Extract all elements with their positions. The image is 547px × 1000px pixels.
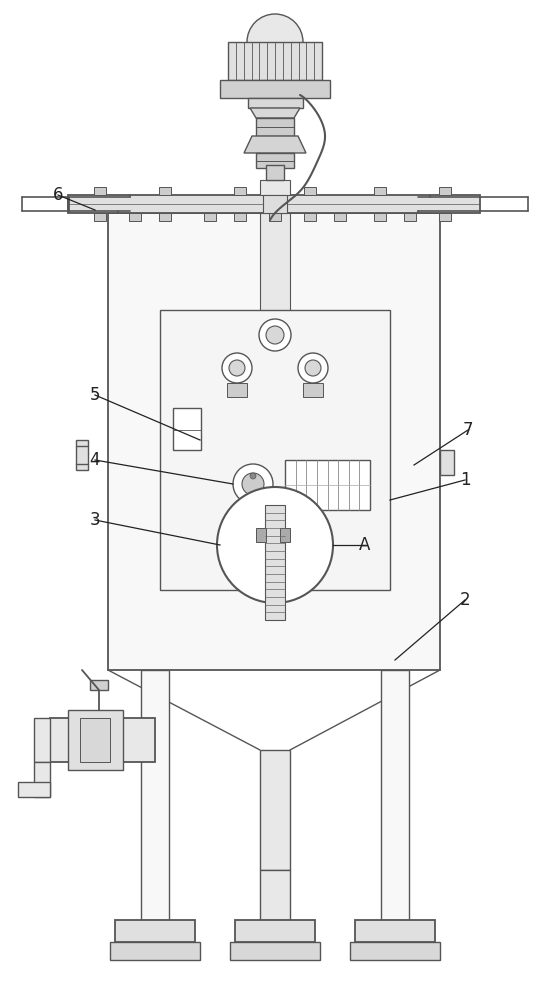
Bar xyxy=(129,213,141,221)
Bar xyxy=(159,187,171,195)
Bar xyxy=(256,528,266,542)
Circle shape xyxy=(217,487,333,603)
Bar xyxy=(80,718,110,762)
Bar xyxy=(280,528,290,542)
Circle shape xyxy=(250,473,256,479)
Bar xyxy=(269,213,281,221)
Bar xyxy=(265,505,285,620)
Text: 3: 3 xyxy=(90,511,100,529)
Bar xyxy=(204,213,216,221)
Bar xyxy=(34,762,50,797)
Bar xyxy=(263,195,287,213)
Bar xyxy=(266,165,284,180)
Bar xyxy=(350,942,440,960)
Circle shape xyxy=(266,326,284,344)
Bar xyxy=(220,80,330,98)
Bar xyxy=(159,213,171,221)
Bar xyxy=(256,153,294,168)
Bar xyxy=(18,782,50,797)
Bar xyxy=(374,187,386,195)
Circle shape xyxy=(242,473,264,495)
Bar xyxy=(94,187,106,195)
Bar xyxy=(228,42,322,80)
Bar xyxy=(227,383,247,397)
Bar xyxy=(260,870,290,920)
Text: 6: 6 xyxy=(53,186,63,204)
Polygon shape xyxy=(244,136,306,153)
Circle shape xyxy=(233,464,273,504)
Bar xyxy=(260,750,290,870)
Bar xyxy=(334,213,346,221)
Bar xyxy=(234,213,246,221)
Bar xyxy=(355,920,435,942)
Bar xyxy=(381,670,409,920)
Polygon shape xyxy=(250,108,300,118)
Circle shape xyxy=(298,353,328,383)
Bar xyxy=(115,920,195,942)
Bar xyxy=(34,718,50,762)
Bar xyxy=(76,440,88,470)
Text: 7: 7 xyxy=(463,421,473,439)
Circle shape xyxy=(229,360,245,376)
Bar xyxy=(304,213,316,221)
Bar xyxy=(108,213,440,670)
Text: A: A xyxy=(359,536,371,554)
Circle shape xyxy=(305,360,321,376)
Circle shape xyxy=(222,353,252,383)
Circle shape xyxy=(247,14,303,70)
Bar xyxy=(404,213,416,221)
Bar xyxy=(260,213,290,333)
Bar xyxy=(304,187,316,195)
Text: 2: 2 xyxy=(459,591,470,609)
Bar xyxy=(160,310,390,590)
Bar xyxy=(439,213,451,221)
Bar xyxy=(90,680,108,690)
Text: 4: 4 xyxy=(90,451,100,469)
Text: 5: 5 xyxy=(90,386,100,404)
Bar xyxy=(374,213,386,221)
Bar xyxy=(68,195,480,213)
Bar xyxy=(439,187,451,195)
Bar xyxy=(173,408,201,450)
Bar xyxy=(50,718,155,762)
Bar xyxy=(230,942,320,960)
Bar xyxy=(256,118,294,136)
Bar xyxy=(440,450,454,475)
Bar xyxy=(141,670,169,920)
Bar xyxy=(234,187,246,195)
Bar xyxy=(285,460,370,510)
Bar xyxy=(68,710,123,770)
Bar xyxy=(110,942,200,960)
Bar xyxy=(94,213,106,221)
Bar xyxy=(248,98,303,108)
Bar xyxy=(260,180,290,195)
Bar xyxy=(303,383,323,397)
Bar xyxy=(235,920,315,942)
Text: 1: 1 xyxy=(459,471,470,489)
Circle shape xyxy=(259,319,291,351)
